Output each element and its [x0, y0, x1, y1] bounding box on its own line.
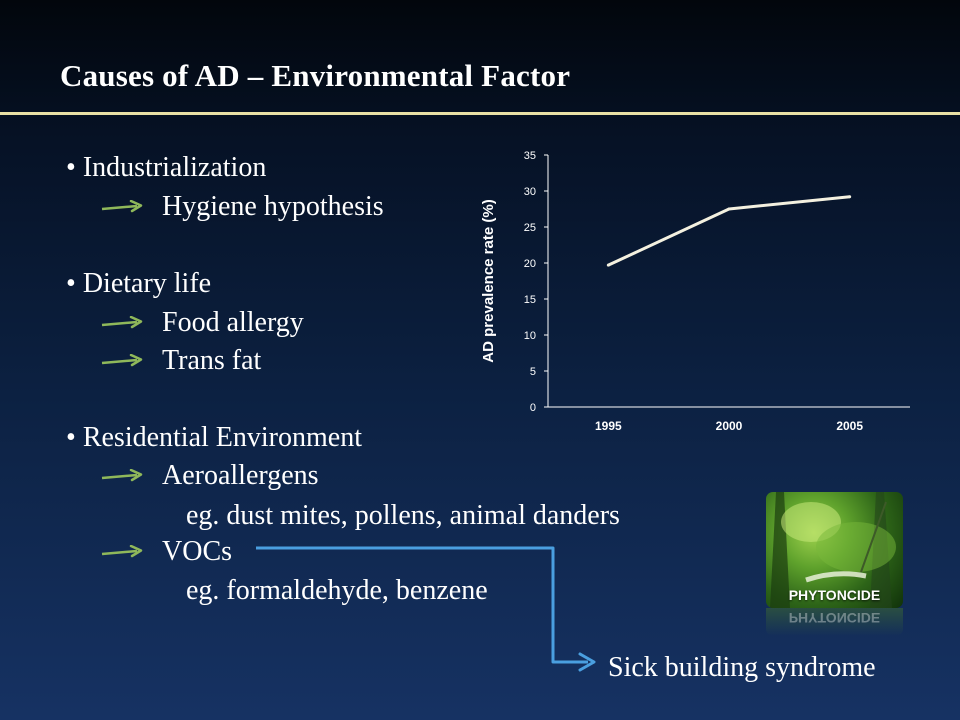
series-group — [606, 195, 852, 267]
prevalence-line-chart: 0 5 10 15 20 25 30 35 1995 2000 2005 AD prevalenc… — [480, 150, 910, 433]
right-arrow-icon — [101, 469, 143, 482]
data-point — [727, 207, 731, 211]
x-tick-label: 2005 — [836, 419, 863, 433]
y-axis-label: AD prevalence rate (%) — [480, 199, 497, 362]
bullet-label: Residential Environment — [82, 422, 362, 453]
bullet-marker: • — [66, 268, 76, 299]
data-point — [606, 263, 610, 267]
y-tick-label: 20 — [524, 258, 536, 270]
sub-item-hygiene-hypothesis: Hygiene hypothesis — [162, 191, 384, 222]
right-arrow-icon — [101, 545, 143, 558]
data-point — [848, 195, 852, 199]
y-axis-ticks: 0 5 10 15 20 25 30 35 — [524, 150, 548, 414]
right-arrow-icon — [101, 316, 143, 329]
right-arrow-icon — [101, 200, 143, 213]
bullet-industrialization: • Industrialization — [66, 154, 266, 182]
photo-reflection: PHYTONCIDE — [766, 608, 903, 636]
example-vocs: eg. formaldehyde, benzene — [186, 575, 488, 606]
photo-label-reflection: PHYTONCIDE — [788, 610, 881, 626]
sub-item-aeroallergens: Aeroallergens — [162, 460, 319, 491]
x-tick-label: 1995 — [595, 419, 622, 433]
bullet-residential-environment: • Residential Environment — [66, 424, 362, 452]
y-tick-label: 30 — [524, 186, 536, 198]
y-tick-label: 0 — [530, 402, 536, 414]
title-underline — [0, 112, 960, 115]
bullet-marker: • — [66, 152, 76, 183]
y-tick-label: 25 — [524, 222, 536, 234]
y-tick-label: 10 — [524, 330, 536, 342]
example-aeroallergens: eg. dust mites, pollens, animal danders — [186, 500, 620, 531]
forest-image-icon — [770, 492, 896, 608]
sub-item-trans-fat: Trans fat — [162, 345, 262, 376]
sub-item-vocs: VOCs — [162, 536, 233, 567]
bullet-label: Dietary life — [82, 268, 212, 299]
series-line — [607, 195, 850, 267]
bullet-label: Industrialization — [82, 152, 267, 183]
sub-item-food-allergy: Food allergy — [162, 307, 304, 338]
slide-title: Causes of AD – Environmental Factor — [60, 58, 571, 93]
sick-building-syndrome-label: Sick building syndrome — [608, 652, 876, 683]
y-tick-label: 35 — [524, 150, 536, 162]
y-tick-label: 5 — [530, 366, 536, 378]
bullet-dietary-life: • Dietary life — [66, 270, 211, 298]
bullet-marker: • — [66, 422, 76, 453]
right-arrow-icon — [101, 354, 143, 367]
x-tick-label: 2000 — [716, 419, 743, 433]
phytoncide-photo: PHYTONCIDE — [766, 492, 903, 608]
x-axis-ticks: 1995 2000 2005 — [595, 419, 863, 433]
y-tick-label: 15 — [524, 294, 536, 306]
photo-label: PHYTONCIDE — [788, 587, 881, 603]
